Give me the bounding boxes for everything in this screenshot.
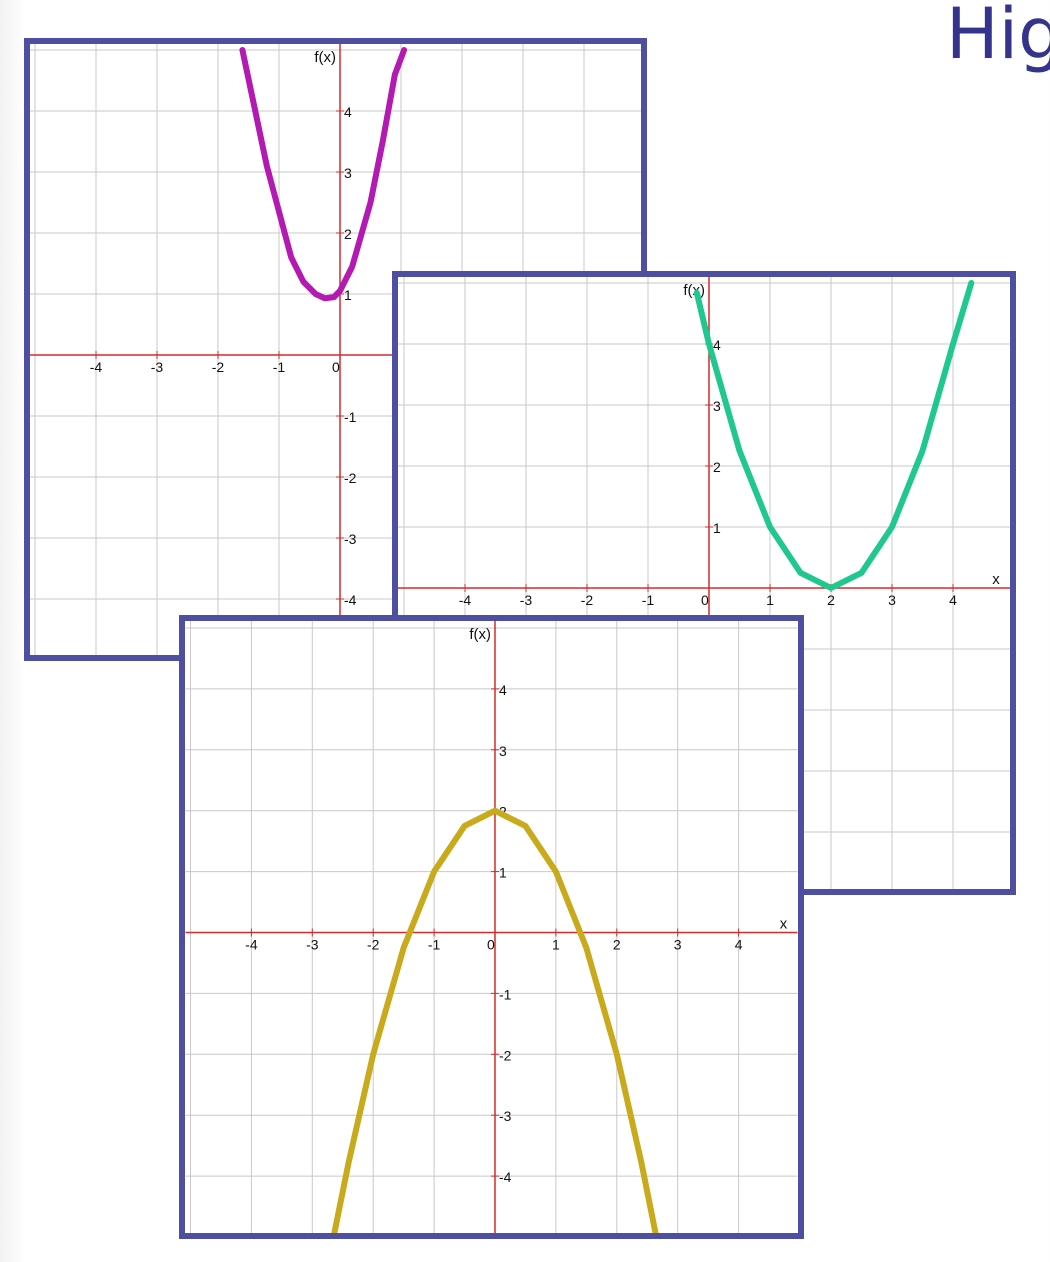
x-tick-label: -4: [90, 359, 103, 375]
y-tick-label: 2: [344, 226, 352, 242]
x-axis-label: x: [992, 571, 1000, 588]
y-axis-label: f(x): [314, 49, 336, 66]
y-tick-label: -1: [344, 409, 357, 425]
y-tick-label: 4: [344, 104, 352, 120]
x-tick-label: 3: [674, 936, 682, 952]
x-tick-label: 1: [766, 592, 774, 608]
y-axis-label: f(x): [683, 282, 705, 299]
x-tick-label: 3: [888, 592, 896, 608]
y-axis-label: f(x): [469, 626, 491, 643]
x-tick-label: 4: [735, 936, 743, 952]
x-tick-label: 2: [827, 592, 835, 608]
y-tick-label: 3: [344, 165, 352, 181]
x-tick-label: -4: [459, 592, 472, 608]
x-tick-label: -3: [306, 936, 319, 952]
page-title: Hig: [946, 0, 1050, 75]
x-tick-label: -1: [273, 359, 286, 375]
y-tick-label: 4: [713, 337, 721, 353]
y-tick-label: 3: [499, 743, 507, 759]
x-tick-label: -1: [642, 592, 655, 608]
y-tick-label: -4: [344, 592, 357, 608]
y-tick-label: -3: [344, 531, 357, 547]
y-tick-label: 1: [344, 287, 352, 303]
y-tick-label: 1: [499, 865, 507, 881]
origin-label: 0: [701, 592, 709, 608]
y-tick-label: 2: [713, 459, 721, 475]
origin-label: 0: [332, 359, 340, 375]
y-tick-label: -2: [499, 1047, 512, 1063]
y-tick-label: -4: [499, 1169, 512, 1185]
y-tick-label: 4: [499, 682, 507, 698]
series-curve: [239, 47, 408, 302]
x-axis-label: x: [780, 915, 788, 932]
x-tick-label: -2: [367, 936, 380, 952]
x-tick-label: -3: [520, 592, 533, 608]
x-tick-label: -4: [245, 936, 258, 952]
x-tick-label: 2: [613, 936, 621, 952]
origin-label: 0: [487, 936, 495, 952]
y-tick-label: -1: [499, 986, 512, 1002]
x-tick-label: -3: [151, 359, 164, 375]
y-tick-label: 3: [713, 398, 721, 414]
x-tick-label: 4: [949, 592, 957, 608]
x-tick-label: 1: [552, 936, 560, 952]
y-tick-label: -2: [344, 470, 357, 486]
graph-panel-gold-parabola: -4 -3 -2 -1 1 2 3 4 4 3 2 1 -1 -2 -3 -4 0 f(x) x: [179, 615, 804, 1239]
x-tick-label: -2: [212, 359, 225, 375]
x-tick-label: -2: [581, 592, 594, 608]
series-curve: [331, 807, 659, 1233]
x-tick-label: -1: [428, 936, 441, 952]
y-tick-label: 1: [713, 520, 721, 536]
series-curve: [693, 280, 975, 591]
y-tick-label: -3: [499, 1108, 512, 1124]
